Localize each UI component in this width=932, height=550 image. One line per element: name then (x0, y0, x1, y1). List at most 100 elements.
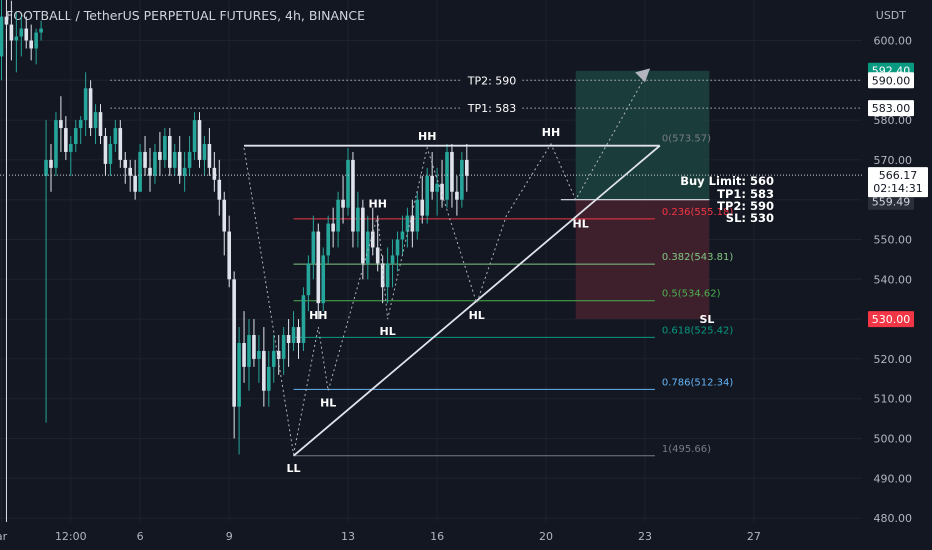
time-tick: 23 (638, 530, 652, 543)
candle-body (73, 128, 78, 144)
time-tick: 16 (430, 530, 444, 543)
candle-body (118, 128, 123, 160)
candle-body (222, 199, 227, 232)
candle-body (400, 231, 405, 240)
candle-body (341, 199, 345, 208)
candle-body (172, 151, 177, 168)
candle-body (375, 247, 380, 264)
price-tag: 583.00 (872, 102, 911, 115)
time-tick: ar (0, 530, 8, 543)
candle-body (460, 159, 464, 200)
candle-body (143, 151, 147, 168)
candle-body (158, 151, 162, 160)
candle-body (276, 350, 281, 359)
time-tick: 13 (341, 530, 355, 543)
candle-body (257, 350, 261, 359)
candles (0, 0, 469, 455)
target-zone (575, 70, 710, 200)
zigzag-arrow (635, 68, 650, 83)
candle-body (153, 151, 157, 176)
time-tick: 12:00 (55, 530, 87, 543)
candle-body (138, 151, 142, 192)
candle-body (465, 159, 469, 176)
price-tick: 580.00 (874, 114, 913, 127)
swing-label: HH (542, 126, 560, 139)
candle-body (103, 136, 108, 164)
price-tick: 550.00 (874, 234, 913, 247)
candle-body (14, 36, 19, 41)
time-tick: 6 (137, 530, 144, 543)
chart-title: FOOTBALL / TetherUS PERPETUAL FUTURES, 4… (6, 8, 366, 23)
candle-body (237, 342, 241, 407)
candle-body (326, 223, 330, 256)
price-axis[interactable]: 480.00 490.00 500.00 510.00 520.00 530.00 540.… (0, 35, 928, 526)
fib-label: 0.382(543.81) (662, 252, 734, 263)
candle-body (232, 279, 236, 407)
candle-body (0, 16, 4, 57)
candle-body (271, 350, 276, 367)
candle-body (34, 32, 38, 49)
candle-body (405, 215, 410, 232)
candle-body (177, 151, 182, 176)
currency-label: USDT (875, 9, 906, 22)
candle-body (321, 255, 326, 304)
swing-labels: LL HH HL HH HL HH HL HH HL (287, 126, 589, 475)
sl-label: SL (699, 313, 714, 326)
time-tick: 9 (226, 530, 233, 543)
candle-body (182, 167, 187, 176)
candle-body (445, 151, 449, 200)
candle-body (296, 327, 301, 343)
candle-body (19, 28, 24, 37)
candle-body (187, 151, 192, 168)
candle-body (440, 183, 444, 200)
candle-body (148, 167, 152, 176)
support-trendline (292, 145, 661, 457)
fib-label: 0.618(525.42) (662, 325, 734, 336)
candle-body (415, 199, 420, 232)
target-lines: TP2: 590 TP1: 583 (110, 73, 862, 116)
trade-text: SL: 530 (726, 211, 774, 225)
swing-label: LL (287, 462, 301, 475)
candle-body (252, 335, 256, 359)
candle-body (450, 151, 454, 192)
trade-text: Buy Limit: 560 (680, 174, 774, 188)
target-label: TP2: 590 (467, 74, 517, 87)
swing-label: HL (320, 397, 336, 410)
candle-body (346, 159, 350, 208)
candle-body (267, 366, 271, 391)
candle-body (9, 24, 14, 41)
candle-body (64, 128, 68, 152)
target-label-bg (462, 73, 522, 88)
candle-body (385, 263, 390, 288)
candle-body (430, 175, 434, 192)
candle-body (4, 16, 9, 25)
time-axis[interactable]: ar 12:00 6 9 13 16 20 23 27 (0, 530, 761, 543)
candle-body (380, 263, 385, 288)
swing-label: HH (309, 309, 327, 322)
candle-body (44, 159, 48, 176)
candle-body (425, 175, 429, 216)
candle-body (93, 112, 98, 129)
price-tag: 590.00 (872, 74, 911, 87)
candle-body (98, 112, 103, 137)
fib-label: 0(573.57) (662, 134, 711, 145)
candle-body (351, 159, 355, 232)
time-tick: 20 (539, 530, 553, 543)
target-label-bg (462, 101, 522, 116)
candle-body (29, 40, 33, 49)
candle-body (202, 143, 207, 160)
fib-label: 0.5(534.62) (662, 289, 721, 300)
trade-text: TP2: 590 (717, 199, 774, 213)
trade-zones (560, 70, 710, 320)
candle-body (192, 120, 197, 152)
candle-body (390, 255, 395, 264)
candle-body (281, 335, 286, 359)
price-tag: 530.00 (872, 313, 911, 326)
price-tag: 559.49 (872, 196, 911, 209)
candle-body (227, 231, 231, 280)
candle-body (286, 335, 291, 343)
candle-body (212, 167, 217, 180)
candle-body (83, 88, 88, 121)
